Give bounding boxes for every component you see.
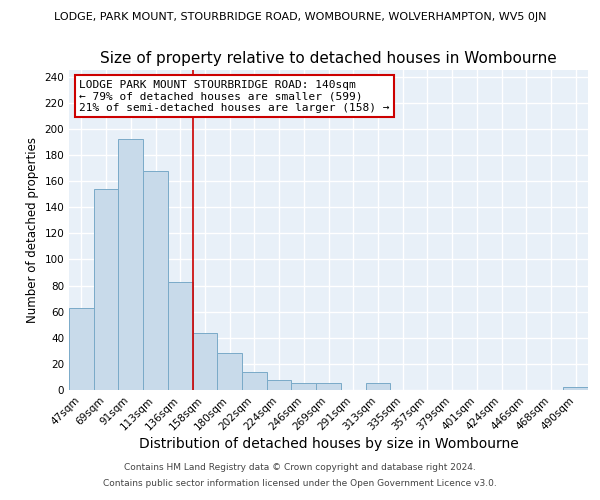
Text: Contains HM Land Registry data © Crown copyright and database right 2024.: Contains HM Land Registry data © Crown c…: [124, 464, 476, 472]
Y-axis label: Number of detached properties: Number of detached properties: [26, 137, 39, 323]
Bar: [242, 372, 267, 390]
Bar: [292, 384, 316, 390]
Bar: [316, 384, 341, 390]
Bar: [193, 332, 217, 390]
Bar: [168, 282, 193, 390]
Bar: [118, 139, 143, 390]
Title: Size of property relative to detached houses in Wombourne: Size of property relative to detached ho…: [100, 51, 557, 66]
Bar: [143, 170, 168, 390]
Bar: [365, 384, 390, 390]
Bar: [217, 354, 242, 390]
Bar: [69, 308, 94, 390]
Bar: [94, 189, 118, 390]
Bar: [267, 380, 292, 390]
Text: LODGE, PARK MOUNT, STOURBRIDGE ROAD, WOMBOURNE, WOLVERHAMPTON, WV5 0JN: LODGE, PARK MOUNT, STOURBRIDGE ROAD, WOM…: [54, 12, 546, 22]
Text: LODGE PARK MOUNT STOURBRIDGE ROAD: 140sqm
← 79% of detached houses are smaller (: LODGE PARK MOUNT STOURBRIDGE ROAD: 140sq…: [79, 80, 390, 113]
X-axis label: Distribution of detached houses by size in Wombourne: Distribution of detached houses by size …: [139, 438, 518, 452]
Text: Contains public sector information licensed under the Open Government Licence v3: Contains public sector information licen…: [103, 478, 497, 488]
Bar: [563, 388, 588, 390]
